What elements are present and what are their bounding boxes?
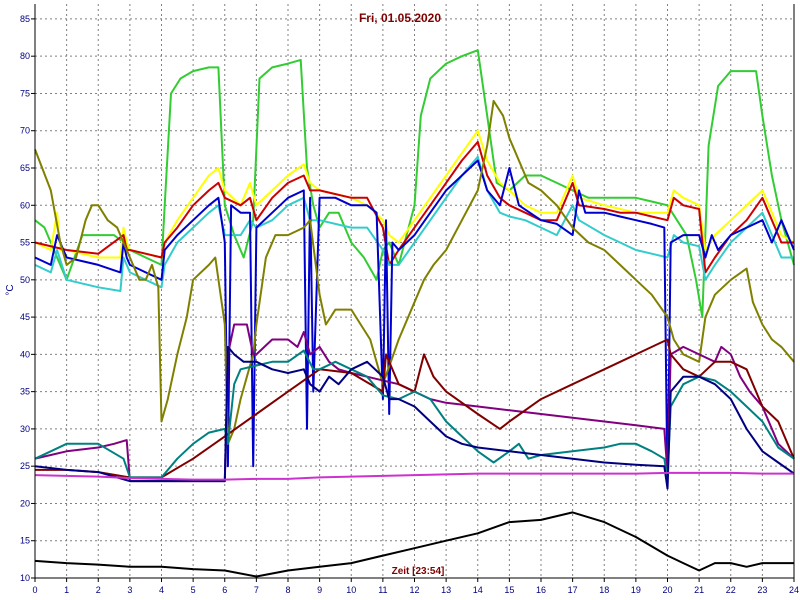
x-tick-label: 2 [96,585,101,595]
x-tick-label: 3 [127,585,132,595]
x-tick-label: 15 [504,585,514,595]
y-tick-label: 50 [20,275,30,285]
series-line-11 [34,471,794,481]
x-tick-label: 6 [222,585,227,595]
y-tick-label: 55 [20,238,30,248]
y-tick-label: 25 [20,461,30,471]
x-tick-label: 18 [599,585,609,595]
y-tick-label: 70 [20,126,30,136]
y-tick-label: 15 [20,536,30,546]
y-tick-label: 85 [20,14,30,24]
y-axis-label: °C [5,284,16,295]
y-tick-label: 20 [20,498,30,508]
x-tick-label: 4 [159,585,164,595]
y-tick-label: 35 [20,387,30,397]
y-tick-label: 60 [20,200,30,210]
x-tick-label: 7 [254,585,259,595]
chart-title: Fri, 01.05.2020 [359,11,441,25]
series-line-12 [34,511,794,578]
series-line-10 [34,345,795,490]
x-axis-label: Zeit [23:54] [392,566,445,577]
y-tick-label: 75 [20,88,30,98]
series-line-3 [34,140,794,274]
x-tick-label: 0 [32,585,37,595]
x-tick-label: 1 [64,585,69,595]
x-tick-label: 9 [317,585,322,595]
x-tick-label: 8 [285,585,290,595]
y-tick-label: 30 [20,424,30,434]
series-group [34,49,795,578]
x-tick-label: 22 [726,585,736,595]
x-tick-label: 19 [631,585,641,595]
axes: 0 1 2 3 4 5 6 7 8 9 10 11 12 13 14 15 16 17 18 19 20 21 22 23 24… [20,4,799,595]
x-tick-label: 17 [568,585,578,595]
x-tick-label: 21 [694,585,704,595]
y-tick-label: 80 [20,51,30,61]
series-line-8 [35,338,795,479]
series-line-4 [34,155,794,292]
x-tick-label: 5 [191,585,196,595]
x-tick-label: 16 [536,585,546,595]
x-tick-label: 12 [409,585,419,595]
x-tick-label: 23 [757,585,767,595]
x-tick-label: 10 [346,585,356,595]
y-tick-label: 65 [20,163,30,173]
x-tick-label: 13 [441,585,451,595]
y-tick-label: 40 [20,349,30,359]
x-tick-label: 11 [378,585,387,595]
x-tick-label: 24 [789,585,799,595]
y-tick-label: 45 [20,312,30,322]
series-line-6 [34,99,795,445]
x-tick-label: 14 [473,585,483,595]
y-tick-label: 10 [20,573,30,583]
x-tick-label: 20 [662,585,672,595]
